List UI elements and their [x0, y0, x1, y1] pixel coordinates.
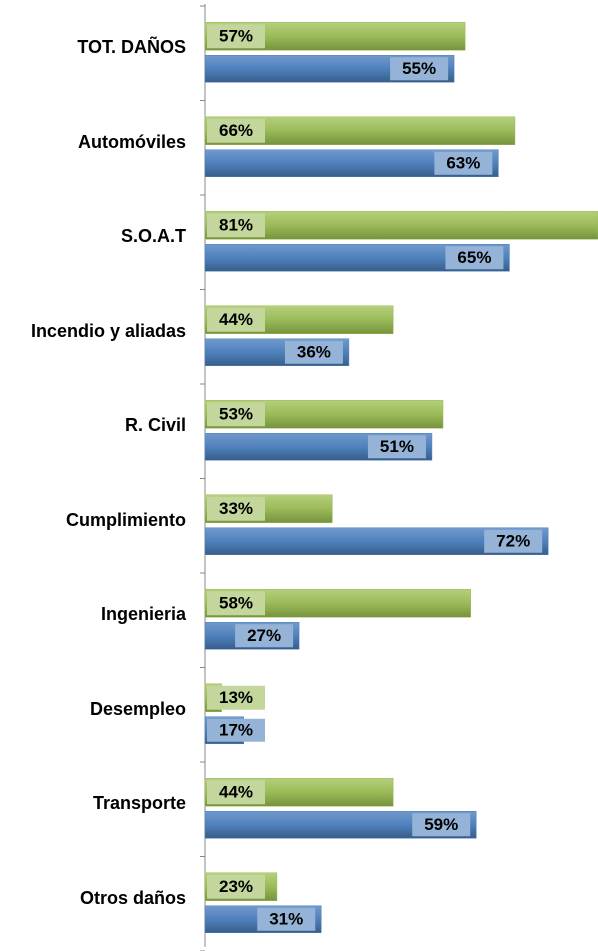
value-label-box	[390, 57, 449, 81]
category-label: S.O.A.T	[16, 225, 186, 247]
value-label: 63%	[446, 154, 480, 173]
value-label-box	[412, 813, 471, 837]
value-label-box	[484, 529, 543, 553]
category-text: Cumplimiento	[66, 509, 186, 530]
value-label-box	[257, 907, 316, 931]
value-label: 33%	[219, 499, 253, 518]
category-label: R. Civil	[16, 414, 186, 436]
category-label: Desempleo	[16, 698, 186, 720]
value-label: 44%	[219, 783, 253, 802]
category-text: Desempleo	[89, 698, 186, 719]
value-label: 66%	[219, 121, 253, 140]
value-label-box	[367, 435, 426, 459]
category-label: Incendio y aliadas	[16, 320, 186, 342]
value-label-box	[207, 496, 265, 521]
category-label: Automóviles	[16, 131, 186, 153]
value-label: 27%	[247, 626, 281, 645]
category-text: Incendio y aliadas	[30, 320, 186, 341]
value-label-box	[284, 340, 343, 364]
value-label: 36%	[297, 343, 331, 362]
value-label-box	[207, 874, 265, 899]
value-label-box	[207, 213, 265, 238]
category-text: Transporte	[92, 793, 186, 814]
value-label: 55%	[402, 59, 436, 78]
category-label: Otros daños	[16, 887, 186, 909]
value-label-box	[207, 718, 265, 742]
value-label: 13%	[219, 688, 253, 707]
category-label: Ingenieria	[16, 603, 186, 625]
value-label: 44%	[219, 310, 253, 329]
value-label-box	[207, 591, 265, 616]
category-text: Ingenieria	[100, 604, 186, 625]
value-label-box	[207, 24, 265, 49]
value-label-box	[207, 118, 265, 143]
value-label-box	[207, 685, 265, 710]
bar	[204, 211, 598, 240]
value-label-box	[445, 246, 504, 270]
value-label: 23%	[219, 877, 253, 896]
category-text: Automóviles	[77, 131, 186, 152]
value-label: 59%	[424, 815, 458, 834]
value-label-box	[207, 402, 265, 427]
value-label: 31%	[269, 910, 303, 929]
value-label: 81%	[219, 216, 253, 235]
category-label: TOT. DAÑOS	[16, 36, 186, 58]
value-label-box	[434, 151, 493, 175]
value-label-box	[207, 307, 265, 332]
value-label: 65%	[457, 248, 491, 267]
category-label: Cumplimiento	[16, 509, 186, 531]
category-text: S.O.A.T	[120, 226, 186, 247]
value-label-box	[235, 624, 294, 648]
value-label: 17%	[219, 721, 253, 740]
category-text: R. Civil	[124, 415, 186, 436]
category-label: Transporte	[16, 792, 186, 814]
value-label: 53%	[219, 405, 253, 424]
value-label: 58%	[219, 594, 253, 613]
value-label: 51%	[380, 437, 414, 456]
value-label-box	[207, 780, 265, 805]
category-text: TOT. DAÑOS	[77, 37, 186, 58]
value-label: 72%	[496, 532, 530, 551]
value-label: 57%	[219, 27, 253, 46]
category-text: Otros daños	[79, 887, 186, 908]
